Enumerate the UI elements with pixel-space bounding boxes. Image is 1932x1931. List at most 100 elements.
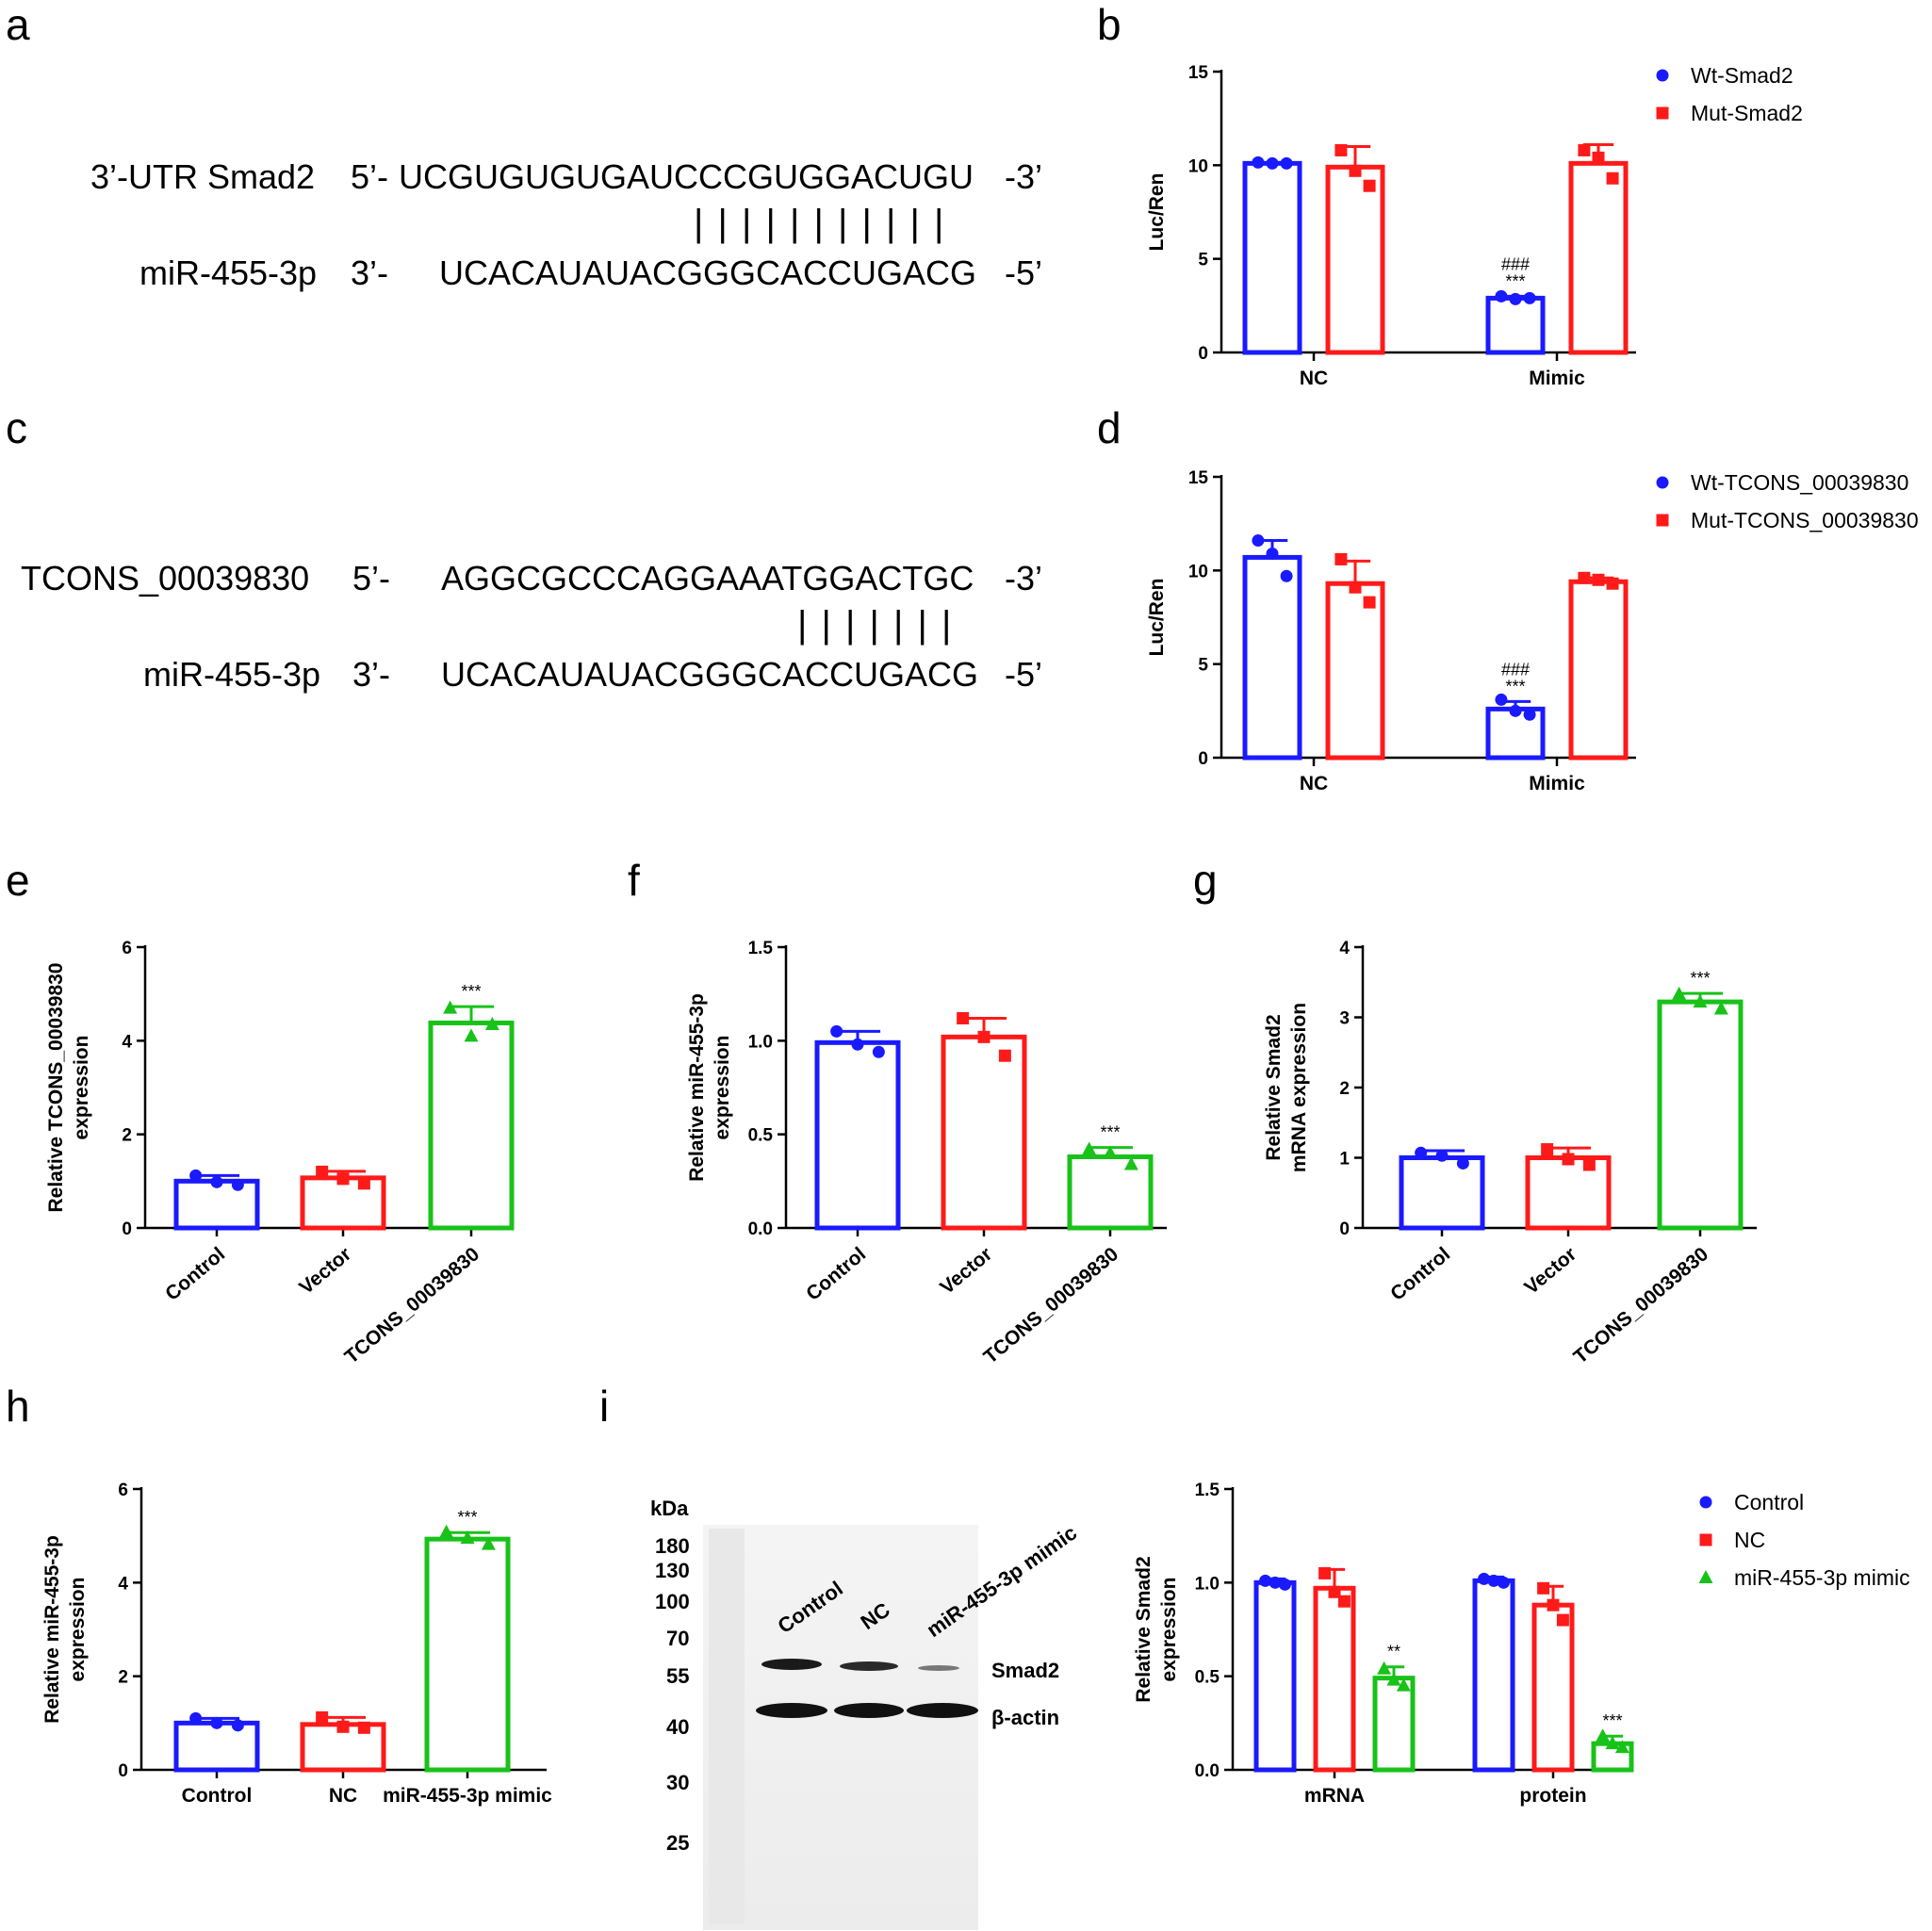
- chart-i-point: [1614, 1740, 1629, 1754]
- blot-kda-label: kDa: [650, 1497, 689, 1520]
- chart-d: 0 5 10 15 Luc/Ren NC Mimic ***### Wt-TCONS_00039…: [1146, 468, 1919, 794]
- chart-b-point: [1523, 291, 1536, 304]
- chart-f-bar: [941, 1034, 1027, 1231]
- chart-h-point: [460, 1530, 475, 1545]
- chart-i-legend-marker: [1699, 1533, 1712, 1546]
- chart-d-point: [1495, 693, 1508, 706]
- chart-i-point: [1337, 1595, 1351, 1608]
- chart-i-ytick-label: 1.0: [1195, 1574, 1220, 1594]
- chart-g-ytick-label: 1: [1339, 1150, 1350, 1170]
- chart-d-point: [1523, 708, 1536, 721]
- seq-c-row2-name: miR-455-3p: [143, 655, 320, 694]
- chart-d-significance: ***: [1505, 677, 1525, 695]
- panel-letter-d: d: [1097, 403, 1122, 452]
- chart-b-point: [1363, 179, 1376, 192]
- chart-g-point: [1582, 1158, 1596, 1171]
- chart-d-legend-marker: [1656, 514, 1669, 527]
- chart-h-point: [481, 1536, 496, 1550]
- chart-b-point: [1334, 143, 1348, 156]
- chart-h-ylabel: expression: [67, 1578, 89, 1682]
- chart-i-legend-label: miR-455-3p mimic: [1734, 1565, 1910, 1590]
- chart-h-point: [357, 1721, 370, 1734]
- chart-d-point: [1252, 534, 1265, 548]
- chart-d-ylabel: Luc/Ren: [1146, 579, 1168, 657]
- chart-h-ytick-label: 0: [118, 1761, 128, 1781]
- chart-g-point: [1541, 1143, 1554, 1156]
- chart-f-point: [1082, 1141, 1097, 1155]
- chart-h-category-label: Control: [182, 1785, 253, 1807]
- chart-g-point: [1713, 1001, 1728, 1015]
- chart-b-bar: [1568, 160, 1629, 355]
- seq-a-row2-end: -5’: [1005, 254, 1042, 292]
- chart-f: 0.0 0.5 1.0 1.5 Relative miR-455-3p expressio…: [686, 939, 1167, 1368]
- chart-d-bar: [1242, 554, 1302, 761]
- chart-i-point: [1269, 1576, 1282, 1589]
- seq-a-row1-name: 3’-UTR Smad2: [90, 157, 315, 196]
- seq-a-row1-dir: 5’-: [351, 157, 388, 196]
- seq-c-row1-dir: 5’-: [352, 559, 390, 597]
- chart-h-category-label: NC: [329, 1785, 357, 1807]
- chart-f-ylabel: expression: [712, 1036, 733, 1140]
- chart-d-ytick-label: 10: [1188, 562, 1208, 581]
- band-actin-mimic: [907, 1703, 978, 1718]
- chart-h-point: [210, 1716, 223, 1729]
- chart-d-ytick-label: 15: [1188, 468, 1209, 488]
- chart-b-ytick-label: 5: [1198, 251, 1208, 270]
- seq-a-bonds: | | | | | | | | | | |: [694, 203, 945, 244]
- chart-i-bar: [1313, 1585, 1356, 1773]
- chart-b-point: [1252, 155, 1265, 169]
- chart-i-point: [1396, 1677, 1411, 1692]
- chart-b-point: [1606, 172, 1619, 185]
- chart-i-ytick-label: 0.5: [1195, 1668, 1220, 1688]
- chart-i-point: [1278, 1578, 1291, 1591]
- band-label-smad2: Smad2: [991, 1659, 1059, 1682]
- chart-f-point: [830, 1024, 843, 1038]
- seq-c-row1-end: -3’: [1005, 559, 1042, 597]
- chart-f-ytick-label: 1.5: [748, 939, 774, 958]
- chart-b-point: [1349, 164, 1362, 177]
- marker-25: 25: [666, 1831, 689, 1855]
- chart-i-significance: **: [1387, 1643, 1400, 1661]
- chart-b-point: [1592, 151, 1605, 164]
- seq-c-row1-name: TCONS_00039830: [21, 559, 309, 597]
- band-label-actin: β-actin: [991, 1706, 1059, 1729]
- chart-f-category-label: Control: [802, 1243, 870, 1305]
- band-smad2-mimic: [918, 1665, 959, 1671]
- chart-h-significance: ***: [457, 1508, 477, 1527]
- chart-e-point: [316, 1165, 329, 1178]
- chart-d-ytick-label: 5: [1198, 656, 1208, 676]
- chart-d-legend-label: Wt-TCONS_00039830: [1691, 470, 1908, 495]
- chart-d-point: [1334, 552, 1348, 565]
- chart-h-bar: [173, 1720, 260, 1773]
- marker-130: 130: [655, 1559, 690, 1582]
- chart-i-category-label: protein: [1519, 1785, 1586, 1807]
- chart-g-bar: [1525, 1155, 1612, 1231]
- chart-f-point: [872, 1045, 885, 1058]
- panel-letter-g: g: [1193, 856, 1218, 905]
- chart-f-point: [998, 1049, 1011, 1062]
- chart-g: 0 1 2 3 4 Relative Smad2 mRNA expression Contro…: [1263, 939, 1757, 1368]
- chart-i-point: [1547, 1598, 1560, 1612]
- seq-c-row2-dir: 3’-: [352, 655, 390, 694]
- chart-g-point: [1562, 1153, 1575, 1166]
- marker-30: 30: [666, 1771, 689, 1794]
- chart-b-legend-marker: [1656, 106, 1669, 120]
- chart-b-ytick-label: 10: [1188, 156, 1208, 176]
- chart-i-point: [1537, 1581, 1550, 1595]
- chart-d-point: [1266, 547, 1279, 560]
- chart-d-category-label: NC: [1300, 773, 1328, 794]
- chart-e-point: [189, 1169, 203, 1182]
- chart-i-point: [1596, 1728, 1611, 1743]
- chart-f-point: [977, 1030, 991, 1043]
- chart-g-ytick-label: 2: [1339, 1079, 1350, 1099]
- chart-g-bar: [1657, 999, 1744, 1231]
- chart-b-category-label: NC: [1300, 368, 1328, 389]
- chart-h-point: [439, 1524, 454, 1538]
- chart-e-point: [443, 1000, 458, 1014]
- panel-letter-h: h: [6, 1382, 30, 1431]
- chart-g-point: [1456, 1156, 1469, 1170]
- chart-g-point: [1693, 994, 1708, 1008]
- chart-g-category-label: Control: [1386, 1243, 1454, 1305]
- chart-f-bar: [814, 1039, 901, 1231]
- chart-h-point: [189, 1711, 203, 1725]
